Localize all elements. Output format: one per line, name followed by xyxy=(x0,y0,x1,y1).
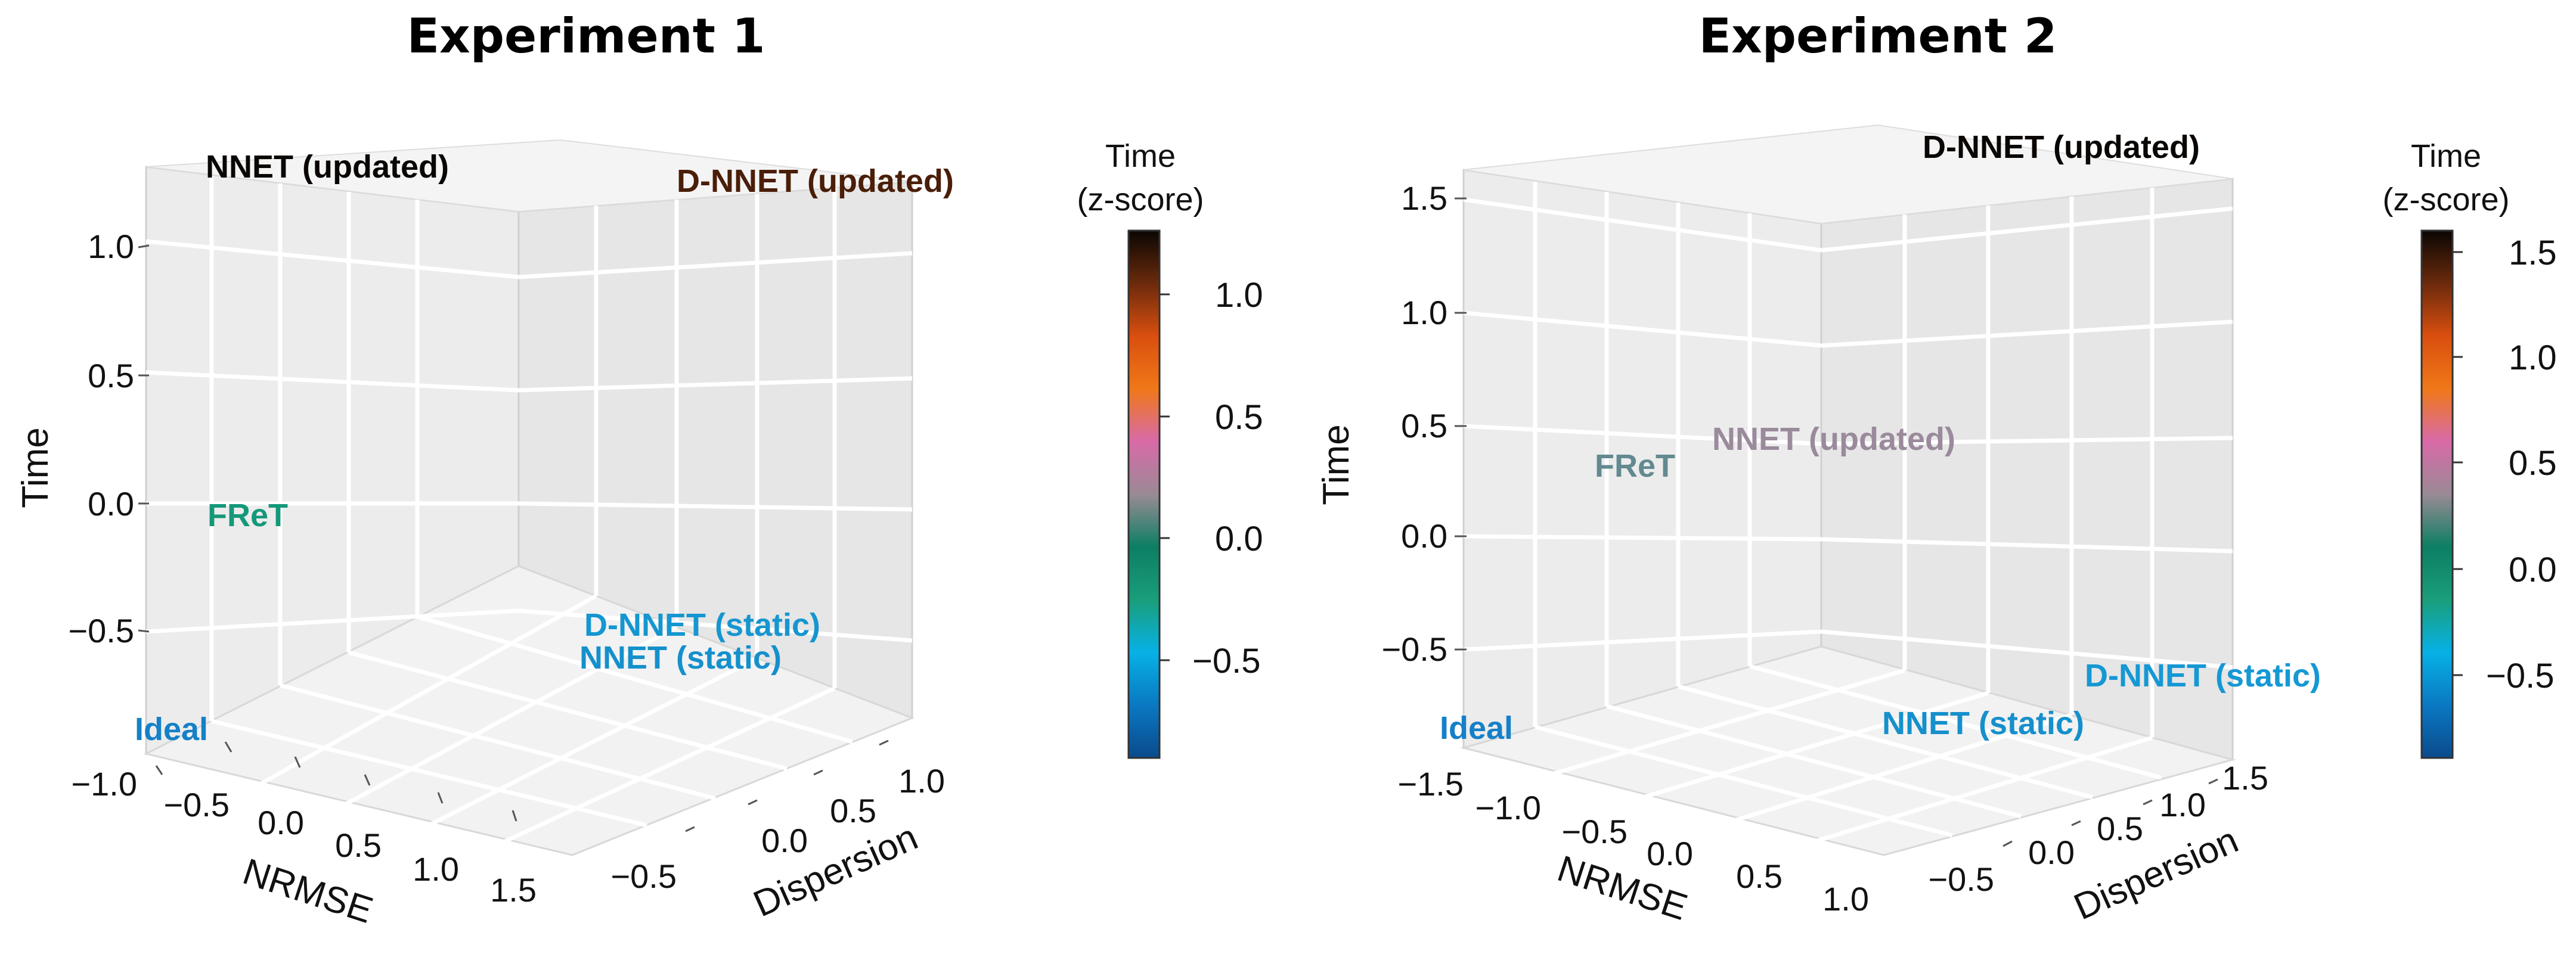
x-tick-label: 0.5 xyxy=(1736,857,1783,895)
grid-lines xyxy=(1463,182,2233,846)
z-tick-label: 1.0 xyxy=(1401,294,1447,331)
point-label-fret: FReT xyxy=(207,498,288,533)
point-label-dnnet-static: D-NNET (static) xyxy=(584,607,820,643)
z-tick-label: 0.5 xyxy=(1401,407,1447,445)
point-label-ideal: Ideal xyxy=(1440,710,1513,746)
colorbar: Time (z-score) 1.0 0.5 0.0 −0.5 xyxy=(1077,138,1263,759)
x-tick-label: −1.5 xyxy=(1397,765,1464,803)
chart-title: Experiment 1 xyxy=(407,8,765,64)
axis-ticks xyxy=(138,244,889,832)
axis-ticks xyxy=(1455,197,2218,847)
colorbar-ticks xyxy=(1160,293,1170,661)
z-tick-label: 1.0 xyxy=(88,228,134,265)
x-tick-label: 1.0 xyxy=(1822,880,1869,918)
point-label-dnnet-updated: D-NNET (updated) xyxy=(1923,129,2200,165)
y-tick-label: 0.0 xyxy=(761,822,808,859)
y-tick-label: −0.5 xyxy=(610,857,677,895)
point-label-dnnet-static: D-NNET (static) xyxy=(2085,658,2321,694)
y-tick-label: 1.0 xyxy=(2159,786,2206,823)
z-axis-label: Time xyxy=(1316,424,1357,505)
y-tick-label: 0.0 xyxy=(2028,834,2075,871)
z-tick-label: −0.5 xyxy=(68,612,134,649)
y-tick-label: −0.5 xyxy=(1928,860,1994,898)
x-tick-label: −1.0 xyxy=(1475,789,1541,826)
colorbar-tick-label: 1.5 xyxy=(2509,234,2557,272)
point-labels: D-NNET (updated) NNET (updated) FReT D-N… xyxy=(1440,129,2321,746)
colorbar-tick-label: 1.0 xyxy=(1215,276,1263,315)
colorbar-tick-label: 0.0 xyxy=(2509,551,2557,589)
top-face xyxy=(1463,124,2233,225)
x-tick-label: 1.5 xyxy=(490,871,537,909)
z-axis-label: Time xyxy=(15,427,56,508)
floor xyxy=(143,565,915,856)
x-tick-label: 0.5 xyxy=(335,826,382,864)
point-label-nnet-static: NNET (static) xyxy=(579,640,782,676)
z-tick-label: 1.5 xyxy=(1401,179,1447,217)
point-label-dnnet-updated: D-NNET (updated) xyxy=(677,163,954,199)
chart-experiment-2: Experiment 2 xyxy=(1316,8,2557,928)
z-tick-label: 0.0 xyxy=(88,485,134,523)
z-axis: 1.0 0.5 0.0 −0.5 Time xyxy=(15,228,134,649)
colorbar: Time (z-score) 1.5 1.0 0.5 0.0 −0.5 xyxy=(2383,138,2557,759)
plot-box xyxy=(138,139,915,856)
plot-box xyxy=(1455,124,2236,856)
colorbar-tick-label: 0.5 xyxy=(2509,444,2557,483)
z-tick-label: 0.0 xyxy=(1401,517,1447,555)
colorbar-tick-label: 1.0 xyxy=(2509,338,2557,377)
x-tick-label: −0.5 xyxy=(163,786,230,823)
colorbar-subtitle: (z-score) xyxy=(2383,182,2510,217)
y-tick-label: 1.0 xyxy=(898,762,945,800)
colorbar-bar xyxy=(1127,229,1161,759)
point-label-ideal: Ideal xyxy=(135,711,208,747)
y-tick-label: 0.5 xyxy=(830,792,876,829)
colorbar-tick-label: 0.0 xyxy=(1215,520,1263,558)
z-tick-label: 0.5 xyxy=(88,357,134,394)
colorbar-tick-label: 0.5 xyxy=(1215,398,1263,437)
chart-experiment-1: Experiment 1 xyxy=(15,8,1263,931)
colorbar-title: Time xyxy=(1105,138,1176,174)
y-tick-label: 1.5 xyxy=(2222,759,2268,797)
x-tick-label: 1.0 xyxy=(413,850,459,888)
point-label-nnet-updated: NNET (updated) xyxy=(1712,421,1955,457)
x-tick-label: −1.0 xyxy=(71,765,137,803)
chart-title: Experiment 2 xyxy=(1699,8,2057,64)
point-labels: NNET (updated) D-NNET (updated) FReT D-N… xyxy=(135,149,954,747)
x-tick-label: 0.0 xyxy=(258,804,304,841)
grid-lines xyxy=(145,176,913,849)
x-tick-label: 0.0 xyxy=(1647,835,1693,872)
point-label-nnet-static: NNET (static) xyxy=(1882,705,2084,741)
colorbar-ticks xyxy=(2453,251,2463,676)
colorbar-subtitle: (z-score) xyxy=(1077,182,1204,217)
colorbar-bar xyxy=(2420,229,2454,759)
y-axis-label: Dispersion xyxy=(2068,819,2245,928)
colorbar-tick-label: −0.5 xyxy=(1192,642,1261,680)
point-label-nnet-updated: NNET (updated) xyxy=(206,149,449,185)
top-face xyxy=(145,139,913,213)
point-label-fret: FReT xyxy=(1595,448,1675,484)
z-axis: 1.5 1.0 0.5 0.0 −0.5 Time xyxy=(1316,179,1447,668)
y-tick-label: 0.5 xyxy=(2097,810,2143,847)
z-tick-label: −0.5 xyxy=(1381,630,1447,668)
x-tick-label: −0.5 xyxy=(1561,813,1628,850)
colorbar-tick-label: −0.5 xyxy=(2486,657,2555,695)
colorbar-title: Time xyxy=(2411,138,2481,174)
